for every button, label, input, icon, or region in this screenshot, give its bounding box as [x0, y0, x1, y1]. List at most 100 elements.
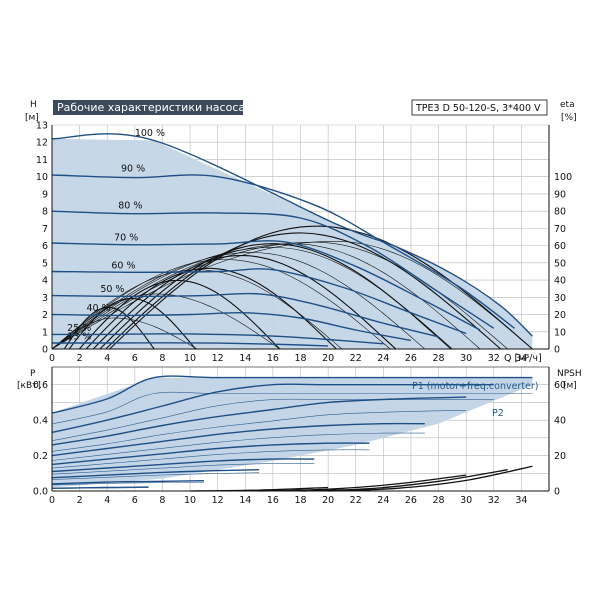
- efficiency-curve: [51, 259, 391, 350]
- npsh-tick-label: 40: [554, 416, 566, 427]
- speed-percent-label: 60 %: [111, 261, 135, 272]
- p2-label: P2: [492, 408, 504, 419]
- y2-tick-label: 80: [554, 207, 566, 218]
- model-label: TPE3 D 50-120-S, 3*400 V: [415, 103, 541, 114]
- top-axes: [51, 125, 550, 350]
- speed-curve: [51, 240, 481, 331]
- y-axis-unit: [м]: [25, 113, 39, 123]
- x-tick-label: 34: [515, 353, 527, 364]
- bottom-npsh-curves: [190, 465, 533, 492]
- power-envelope: [52, 377, 533, 488]
- x-tick-label: 26: [405, 353, 417, 364]
- bottom-envelope: [52, 377, 533, 488]
- y2-tick-label: 60: [554, 241, 566, 252]
- y2-tick-label: 30: [554, 293, 566, 304]
- npsh-tick-label: 0: [554, 487, 560, 498]
- power-curve: [51, 458, 315, 473]
- y-tick-label: 0: [42, 345, 48, 356]
- x-tick-label: 2: [77, 353, 83, 364]
- chart-title-box: [53, 100, 243, 115]
- p1-label: P1 (motor+freq.converter): [412, 381, 539, 392]
- efficiency-curve: [51, 247, 453, 350]
- power-curve: [51, 486, 149, 489]
- speed-percent-label: 13 %: [67, 331, 91, 342]
- x-tick-label: 22: [350, 353, 362, 364]
- power-curve: [51, 480, 204, 485]
- bottom-x-tick-label: 22: [350, 495, 362, 506]
- speed-curve: [51, 174, 515, 329]
- p-tick-label: 0.4: [33, 416, 48, 427]
- npsh-tick-label: 60: [554, 380, 566, 391]
- p-axis-label: P: [30, 369, 36, 379]
- bottom-x-tick-label: 14: [239, 495, 251, 506]
- bottom-axes: [51, 366, 550, 492]
- power-curve-p2: [51, 432, 425, 461]
- y-tick-label: 7: [42, 224, 48, 235]
- speed-percent-label: 70 %: [114, 232, 138, 243]
- speed-curve: [51, 292, 439, 338]
- system-curve: [109, 225, 533, 350]
- bottom-x-tick-label: 12: [212, 495, 224, 506]
- y-tick-label: 12: [36, 138, 48, 149]
- bottom-x-tick-label: 32: [488, 495, 500, 506]
- npsh-axis-label: NPSH: [557, 369, 582, 379]
- bottom-x-tick-label: 30: [460, 495, 472, 506]
- power-curve-p2: [51, 481, 204, 486]
- speed-percent-label: 80 %: [118, 200, 142, 211]
- bottom-x-tick-label: 26: [405, 495, 417, 506]
- y-tick-label: 9: [42, 189, 48, 200]
- bottom-x-tick-label: 16: [267, 495, 279, 506]
- y2-axis-unit: [%]: [561, 113, 577, 123]
- model-box: [411, 99, 548, 116]
- x-tick-label: 20: [322, 353, 334, 364]
- bottom-x-tick-label: 0: [49, 495, 55, 506]
- speed-curve: [51, 333, 384, 345]
- bottom-x-tick-label: 8: [159, 495, 165, 506]
- power-curve-p2: [51, 463, 315, 475]
- efficiency-curve: [51, 243, 481, 350]
- y-tick-label: 13: [36, 121, 48, 132]
- system-curve: [105, 232, 502, 350]
- speed-percent-label: 25 %: [67, 323, 91, 334]
- bottom-x-tick-label: 10: [184, 495, 196, 506]
- bottom-x-tick-label: 4: [104, 495, 110, 506]
- efficiency-curve: [51, 252, 425, 350]
- power-curve: [51, 396, 467, 446]
- power-curve: [51, 375, 533, 414]
- speed-curve: [51, 133, 533, 337]
- power-curve-p2: [51, 449, 370, 469]
- bottom-x-tick-label: 20: [322, 495, 334, 506]
- y-axis-label: H: [30, 100, 37, 110]
- x-tick-label: 0: [49, 353, 55, 364]
- power-curve: [51, 469, 260, 479]
- x-tick-label: 4: [104, 353, 110, 364]
- npsh-curve: [259, 474, 467, 492]
- x-tick-label: 30: [460, 353, 472, 364]
- y2-tick-label: 10: [554, 327, 566, 338]
- speed-curve: [51, 311, 412, 342]
- npsh-curve: [328, 465, 533, 492]
- speed-curve: [52, 342, 329, 347]
- npsh-curve: [300, 469, 508, 492]
- efficiency-curve: [51, 240, 533, 350]
- x-tick-label: 18: [294, 353, 306, 364]
- y-tick-label: 8: [42, 207, 48, 218]
- y-tick-label: 1: [42, 327, 48, 338]
- efficiency-curve: [51, 317, 198, 350]
- x-tick-label: 32: [488, 353, 500, 364]
- bottom-power-curves: [51, 375, 533, 489]
- y-tick-label: 3: [42, 293, 48, 304]
- p-tick-label: 0.0: [33, 487, 48, 498]
- speed-percent-label: 90 %: [121, 163, 145, 174]
- p-axis-unit: [кВт]: [17, 381, 41, 391]
- bottom-x-tick-label: 6: [132, 495, 138, 506]
- bottom-x-tick-label: 2: [77, 495, 83, 506]
- power-curve-p2: [51, 487, 149, 489]
- x-tick-label: 8: [159, 353, 165, 364]
- y2-tick-label: 0: [554, 345, 560, 356]
- y-tick-label: 11: [36, 155, 48, 166]
- efficiency-curve: [51, 269, 343, 350]
